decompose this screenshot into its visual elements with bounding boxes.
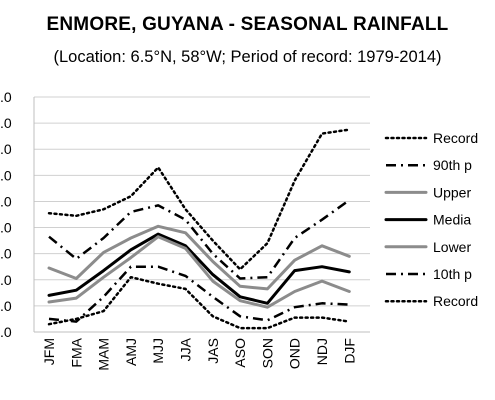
x-tick-label: DJF	[341, 338, 357, 364]
x-tick-label: JFM	[41, 338, 57, 365]
legend-label: Record	[433, 130, 478, 146]
legend-label: Media	[433, 212, 471, 228]
y-tick-label: .0	[0, 141, 12, 157]
legend-label: Record	[433, 293, 478, 309]
y-tick-label: .0	[0, 193, 12, 209]
x-tick-label: AMJ	[123, 338, 139, 366]
x-tick-label: JAS	[205, 338, 221, 364]
y-tick-label: .0	[0, 298, 12, 314]
series-line	[47, 128, 351, 271]
x-tick-label: SON	[259, 338, 275, 368]
legend-label: Upper	[433, 184, 471, 200]
chart-subtitle: (Location: 6.5°N, 58°W; Period of record…	[53, 48, 442, 66]
y-tick-label: .0	[0, 167, 12, 183]
x-tick-label: MJJ	[150, 338, 166, 364]
x-tick-label: ASO	[232, 338, 248, 368]
x-tick-label: NDJ	[314, 338, 330, 365]
x-tick-label: FMA	[68, 337, 84, 367]
y-tick-label: .0	[0, 272, 12, 288]
legend-label: 90th p	[433, 157, 472, 173]
series-line	[48, 265, 350, 323]
y-tick-label: .0	[0, 246, 12, 262]
series-line	[47, 232, 351, 305]
series-line	[47, 224, 351, 291]
legend-label: 10th p	[433, 266, 472, 282]
chart-title: ENMORE, GUYANA - SEASONAL RAINFALL	[46, 14, 449, 35]
series-line	[47, 275, 351, 330]
series-line	[47, 235, 351, 309]
y-tick-label: .0	[0, 89, 12, 105]
x-tick-label: JJA	[178, 337, 194, 361]
y-tick-label: .0	[0, 115, 12, 131]
x-tick-label: MAM	[96, 338, 112, 371]
legend-label: Lower	[433, 239, 471, 255]
y-tick-label: .0	[0, 220, 12, 236]
x-tick-label: OND	[287, 338, 303, 369]
y-tick-label: .0	[0, 324, 12, 340]
